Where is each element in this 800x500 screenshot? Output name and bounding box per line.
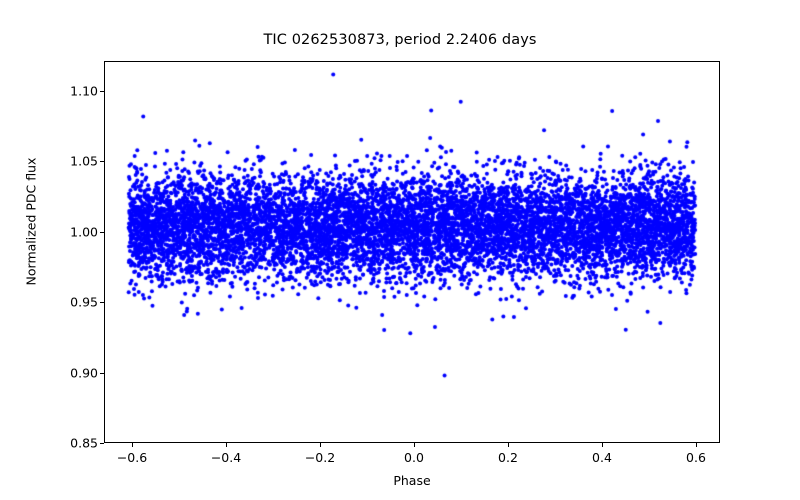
x-tick-label: −0.2: [304, 450, 336, 465]
x-tick-mark: [696, 443, 697, 447]
y-tick-label: 0.95: [70, 294, 98, 310]
x-tick-mark: [414, 443, 415, 447]
plot-area: [104, 61, 720, 443]
x-tick-label: 0.2: [498, 450, 518, 465]
y-tick-label: 0.85: [70, 435, 98, 451]
y-tick-label: 1.10: [70, 83, 98, 99]
x-tick-mark: [132, 443, 133, 447]
y-tick-mark: [100, 232, 104, 233]
x-tick-label: 0.6: [686, 450, 706, 465]
scatter-plot-canvas: [105, 62, 719, 442]
x-axis-label: Phase: [393, 473, 431, 488]
y-tick-mark: [100, 91, 104, 92]
y-tick-mark: [100, 161, 104, 162]
x-tick-label: −0.6: [116, 450, 148, 465]
y-tick-label: 1.05: [70, 153, 98, 169]
x-tick-mark: [602, 443, 603, 447]
y-axis-label: Normalized PDC flux: [23, 157, 39, 286]
y-tick-label: 0.90: [70, 365, 98, 381]
x-tick-mark: [320, 443, 321, 447]
y-tick-mark: [100, 373, 104, 374]
y-axis-tick-group: 1.10 1.05 1.00 0.95 0.90 0.85: [40, 0, 98, 500]
x-tick-mark: [508, 443, 509, 447]
x-tick-label: 0.4: [592, 450, 612, 465]
x-tick-label: −0.4: [210, 450, 242, 465]
y-tick-label: 1.00: [70, 224, 98, 240]
y-tick-mark: [100, 443, 104, 444]
y-tick-mark: [100, 302, 104, 303]
x-tick-label: 0.0: [404, 450, 424, 465]
x-tick-mark: [226, 443, 227, 447]
page-title: TIC 0262530873, period 2.2406 days: [263, 32, 537, 48]
